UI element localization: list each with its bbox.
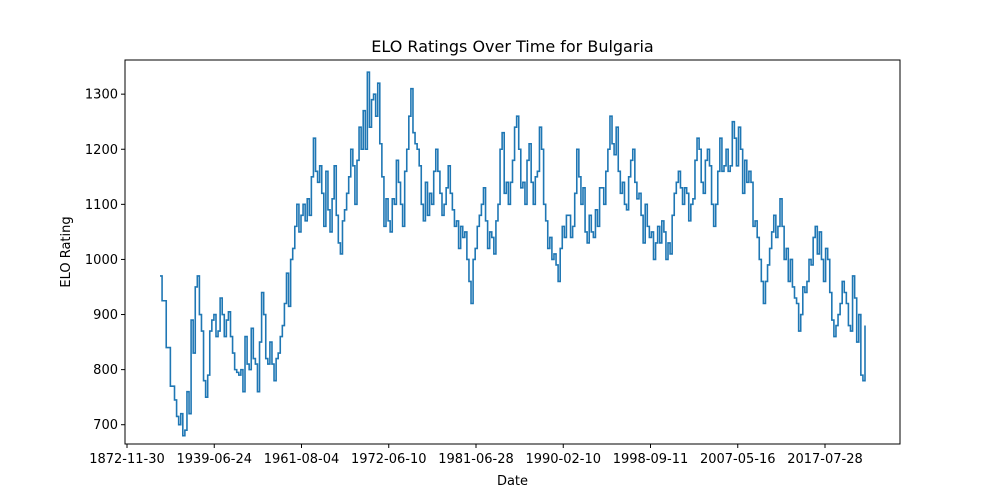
- x-tick-label: 2007-05-16: [700, 452, 776, 467]
- y-axis: 700 800 900 1000 1100 1200 1300: [85, 88, 125, 433]
- x-axis-label: Date: [497, 474, 528, 489]
- x-tick-label: 2017-07-28: [787, 452, 863, 467]
- plot-area: [160, 71, 866, 437]
- series-line: [160, 71, 866, 437]
- x-tick-label: 1939-06-24: [176, 452, 252, 467]
- x-tick-label: 1972-06-10: [351, 452, 427, 467]
- x-tick-label: 1981-06-28: [438, 452, 514, 467]
- y-tick-label: 800: [93, 363, 118, 378]
- y-tick-label: 1200: [85, 143, 118, 158]
- y-tick-label: 900: [93, 308, 118, 323]
- x-tick-label: 1998-09-11: [613, 452, 689, 467]
- x-tick-label: 1872-11-30: [89, 452, 165, 467]
- x-tick-label: 1990-02-10: [525, 452, 601, 467]
- y-tick-label: 1100: [85, 198, 118, 213]
- y-axis-label: ELO Rating: [59, 216, 74, 287]
- x-tick-label: 1961-08-04: [264, 452, 340, 467]
- x-axis: 1872-11-30 1939-06-24 1961-08-04 1972-06-10…: [89, 444, 863, 467]
- axes-frame: [124, 59, 901, 445]
- chart-title: ELO Ratings Over Time for Bulgaria: [371, 37, 653, 56]
- y-tick-label: 700: [93, 418, 118, 433]
- y-tick-label: 1000: [85, 253, 118, 268]
- y-tick-label: 1300: [85, 88, 118, 103]
